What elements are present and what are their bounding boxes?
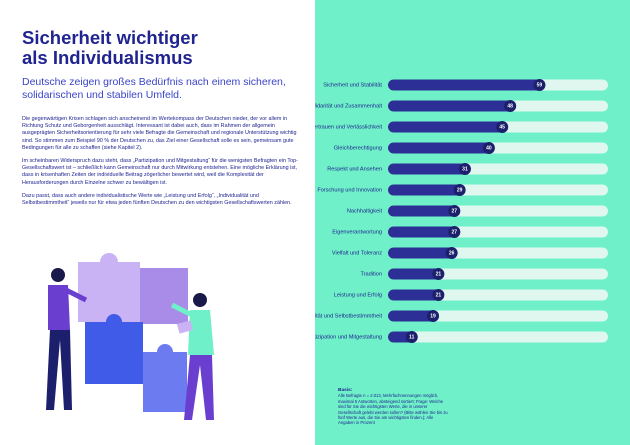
value-badge: [432, 289, 445, 301]
value-label: 27: [452, 230, 458, 236]
puzzle-piece: [143, 352, 187, 412]
value-badge: [458, 163, 471, 175]
value-badge: [482, 142, 495, 154]
footnote: Basis: Alle Befragte n = 2.013, Mehrfachn…: [338, 388, 450, 426]
category-label: Tradition: [360, 271, 382, 277]
category-label: Vertrauen und Verlässlichkeit: [315, 124, 382, 130]
category-label: Sicherheit und Stabilität: [323, 82, 382, 88]
bar: [388, 226, 460, 238]
value-label: 48: [507, 104, 513, 110]
person-body: [188, 310, 214, 355]
value-label: 31: [462, 167, 468, 173]
bar: [388, 142, 495, 154]
value-label: 59: [537, 83, 543, 89]
bar: [388, 184, 466, 196]
bar: [388, 100, 516, 112]
value-label: 27: [452, 209, 458, 215]
value-badge: [533, 79, 546, 91]
bar: [388, 163, 471, 175]
value-label: 26: [449, 251, 455, 257]
paragraph: Im scheinbaren Widerspruch dazu steht, d…: [22, 158, 298, 186]
value-label: 21: [436, 293, 442, 299]
category-label: Solidarität und Zusammenhalt: [315, 103, 382, 109]
value-badge: [445, 247, 458, 259]
puzzle-knob: [106, 314, 122, 330]
person-arm: [64, 287, 88, 303]
person-legs: [46, 330, 72, 410]
text-column: Sicherheit wichtiger als Individualismus …: [22, 28, 307, 213]
category-label: Nachhaltigkeit: [347, 208, 383, 214]
puzzle-knob: [157, 344, 173, 360]
puzzle-piece: [85, 322, 143, 384]
value-label: 29: [457, 188, 463, 194]
category-label: Gleichberechtigung: [334, 145, 382, 151]
person-head: [193, 293, 207, 307]
puzzle-knob: [152, 282, 168, 298]
puzzle-knob: [100, 253, 118, 271]
bar: [388, 205, 460, 217]
category-label: Individualität und Selbstbestimmtheit: [315, 313, 382, 319]
footnote-heading: Basis:: [338, 388, 353, 393]
tablet: [176, 320, 194, 334]
category-label: Respekt und Ansehen: [327, 166, 382, 172]
value-badge: [448, 205, 461, 217]
value-badge: [448, 226, 461, 238]
footnote-text: Alle Befragte n = 2.013, Mehrfachnennung…: [338, 393, 448, 426]
title-line: Sicherheit wichtiger: [22, 27, 198, 48]
chart-panel: [315, 0, 630, 445]
bar: [388, 121, 508, 133]
bar-track: [388, 310, 608, 322]
bar-track: [388, 331, 608, 343]
person-legs: [184, 355, 214, 420]
category-label: Forschung und Innovation: [317, 187, 382, 193]
value-badge: [496, 121, 509, 133]
value-label: 40: [486, 146, 492, 152]
title: Sicherheit wichtiger als Individualismus: [22, 28, 307, 68]
illustration: [46, 253, 214, 420]
bar: [388, 268, 444, 280]
bar: [388, 310, 439, 322]
puzzle-piece: [78, 262, 140, 322]
person-body: [48, 285, 70, 330]
value-badge: [427, 310, 440, 322]
category-label: Vielfalt und Toleranz: [332, 250, 382, 256]
value-badge: [504, 100, 517, 112]
category-label: Leistung und Erfolg: [334, 292, 382, 298]
bar: [388, 79, 545, 91]
value-label: 45: [499, 125, 505, 131]
title-line: als Individualismus: [22, 47, 193, 68]
chart: Sicherheit und Stabilität 59 Solidarität u…: [315, 79, 608, 343]
subtitle: Deutsche zeigen großes Bedürfnis nach ei…: [22, 76, 286, 101]
value-label: 11: [409, 335, 415, 341]
category-label: Partizipation und Mitgestaltung: [315, 334, 382, 340]
value-label: 19: [430, 314, 436, 320]
value-label: 21: [436, 272, 442, 278]
paragraph: Dazu passt, dass auch andere individuali…: [22, 192, 292, 207]
value-badge: [405, 331, 418, 343]
value-badge: [453, 184, 466, 196]
bar: [388, 289, 444, 301]
category-label: Eigenverantwortung: [332, 229, 382, 235]
person-arm: [170, 302, 194, 318]
value-badge: [432, 268, 445, 280]
bar: [388, 247, 458, 259]
person-head: [51, 268, 65, 282]
paragraph: Die gegenwärtigen Krisen schlagen sich a…: [22, 116, 297, 151]
